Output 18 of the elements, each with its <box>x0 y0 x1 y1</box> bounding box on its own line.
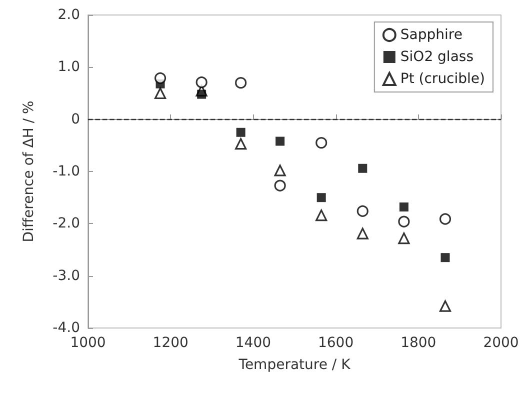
legend-label: Pt (crucible) <box>400 71 485 87</box>
x-tick-label: 1800 <box>400 335 436 351</box>
y-axis-title: Difference of ΔH / % <box>21 100 37 242</box>
x-tick-label: 1600 <box>318 335 354 351</box>
y-tick-label: 0 <box>71 111 80 128</box>
y-tick-label: -1.0 <box>52 164 80 180</box>
x-tick-label: 1400 <box>235 335 272 351</box>
y-tick-label: -3.0 <box>52 268 80 284</box>
x-tick-label: 2000 <box>483 335 519 351</box>
y-tick-label: -4.0 <box>52 320 80 336</box>
x-tick-label: 1200 <box>152 335 188 351</box>
y-tick-label: -2.0 <box>52 216 80 232</box>
y-tick-label: 1.0 <box>58 59 80 76</box>
y-tick-label: 2.0 <box>58 7 80 23</box>
x-axis-title: Temperature / K <box>238 357 352 373</box>
legend-label: SiO2 glass <box>400 49 474 65</box>
legend-label: Sapphire <box>400 27 462 43</box>
x-tick-label: 1000 <box>70 335 106 351</box>
